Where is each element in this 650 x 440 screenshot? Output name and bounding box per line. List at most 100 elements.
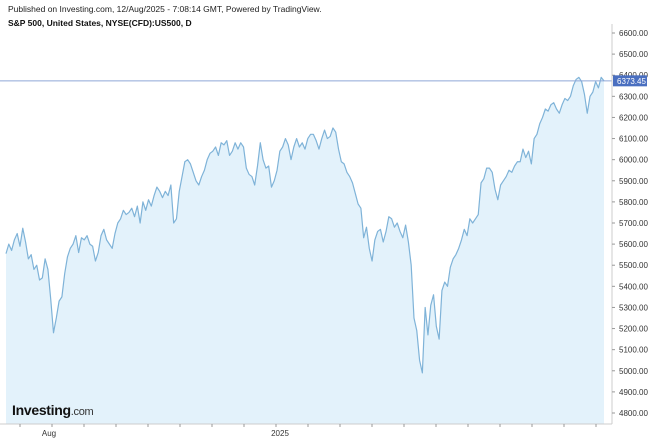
price-area bbox=[6, 77, 604, 424]
data-point bbox=[30, 254, 32, 256]
data-point bbox=[148, 199, 150, 201]
data-point bbox=[441, 290, 443, 292]
data-point bbox=[92, 245, 94, 247]
data-point bbox=[450, 267, 452, 269]
data-point bbox=[313, 134, 315, 136]
x-axis[interactable]: Aug 2025 bbox=[0, 423, 612, 438]
last-price-tag-background bbox=[613, 75, 647, 87]
data-point bbox=[75, 235, 77, 237]
data-point bbox=[572, 85, 574, 87]
data-point bbox=[16, 233, 18, 235]
data-point bbox=[64, 273, 66, 275]
y-axis[interactable]: 6600.006500.006400.006300.006200.006100.… bbox=[611, 24, 648, 424]
data-point bbox=[89, 243, 91, 245]
data-point bbox=[394, 226, 396, 228]
data-point bbox=[561, 104, 563, 106]
data-point bbox=[204, 169, 206, 171]
data-point bbox=[273, 180, 275, 182]
data-point bbox=[589, 96, 591, 98]
data-point bbox=[461, 239, 463, 241]
data-point bbox=[452, 258, 454, 260]
data-point bbox=[408, 241, 410, 243]
data-point bbox=[444, 281, 446, 283]
data-point bbox=[402, 237, 404, 239]
data-point bbox=[436, 326, 438, 328]
data-point bbox=[455, 254, 457, 256]
data-point bbox=[469, 218, 471, 220]
data-point bbox=[25, 241, 27, 243]
data-point bbox=[114, 233, 116, 235]
data-point bbox=[111, 248, 113, 250]
data-point bbox=[153, 195, 155, 197]
data-point bbox=[489, 167, 491, 169]
data-point bbox=[53, 332, 55, 334]
data-point bbox=[517, 161, 519, 163]
data-point bbox=[536, 134, 538, 136]
data-point bbox=[304, 148, 306, 150]
data-point bbox=[240, 142, 242, 144]
data-point bbox=[142, 201, 144, 203]
data-point bbox=[131, 207, 133, 209]
data-point bbox=[299, 146, 301, 148]
data-point bbox=[117, 222, 119, 224]
data-point bbox=[5, 253, 7, 255]
data-point bbox=[511, 172, 513, 174]
data-point bbox=[531, 163, 533, 165]
data-point bbox=[472, 222, 474, 224]
data-point bbox=[83, 239, 85, 241]
data-point bbox=[458, 248, 460, 250]
x-tick-label: Aug bbox=[42, 429, 56, 438]
data-point bbox=[243, 146, 245, 148]
data-point bbox=[237, 148, 239, 150]
data-point bbox=[42, 277, 44, 279]
data-point bbox=[556, 108, 558, 110]
data-point bbox=[36, 264, 38, 266]
data-point bbox=[39, 279, 41, 281]
data-point bbox=[494, 188, 496, 190]
data-point bbox=[69, 248, 71, 250]
data-point bbox=[366, 226, 368, 228]
data-point bbox=[159, 191, 161, 193]
data-point bbox=[405, 224, 407, 226]
data-point bbox=[201, 176, 203, 178]
data-point bbox=[100, 235, 102, 237]
data-point bbox=[338, 148, 340, 150]
data-point bbox=[332, 127, 334, 129]
data-point bbox=[296, 138, 298, 140]
y-tick-label: 4900.00 bbox=[619, 388, 648, 397]
data-point bbox=[357, 203, 359, 205]
data-point bbox=[287, 144, 289, 146]
y-tick-label: 5500.00 bbox=[619, 261, 648, 270]
y-tick-label: 5300.00 bbox=[619, 303, 648, 312]
data-point bbox=[497, 199, 499, 201]
data-point bbox=[106, 239, 108, 241]
data-point bbox=[533, 138, 535, 140]
data-point bbox=[103, 229, 105, 231]
data-point bbox=[377, 231, 379, 233]
data-point bbox=[61, 296, 63, 298]
data-point bbox=[410, 264, 412, 266]
data-point bbox=[139, 222, 141, 224]
data-point bbox=[547, 110, 549, 112]
data-point bbox=[167, 195, 169, 197]
data-point bbox=[137, 205, 139, 207]
data-point bbox=[542, 117, 544, 119]
data-point bbox=[120, 218, 122, 220]
data-point bbox=[22, 227, 24, 229]
data-point bbox=[262, 159, 264, 161]
data-point bbox=[310, 134, 312, 136]
data-point bbox=[416, 330, 418, 332]
data-point bbox=[209, 153, 211, 155]
data-point bbox=[195, 180, 197, 182]
data-point bbox=[285, 138, 287, 140]
data-point bbox=[352, 182, 354, 184]
data-point bbox=[206, 159, 208, 161]
data-point bbox=[371, 260, 373, 262]
data-point bbox=[463, 229, 465, 231]
data-point bbox=[97, 252, 99, 254]
data-point bbox=[164, 191, 166, 193]
data-point bbox=[382, 241, 384, 243]
y-tick-label: 5800.00 bbox=[619, 198, 648, 207]
last-price-tag: 6373.45 bbox=[613, 75, 647, 87]
data-point bbox=[433, 294, 435, 296]
